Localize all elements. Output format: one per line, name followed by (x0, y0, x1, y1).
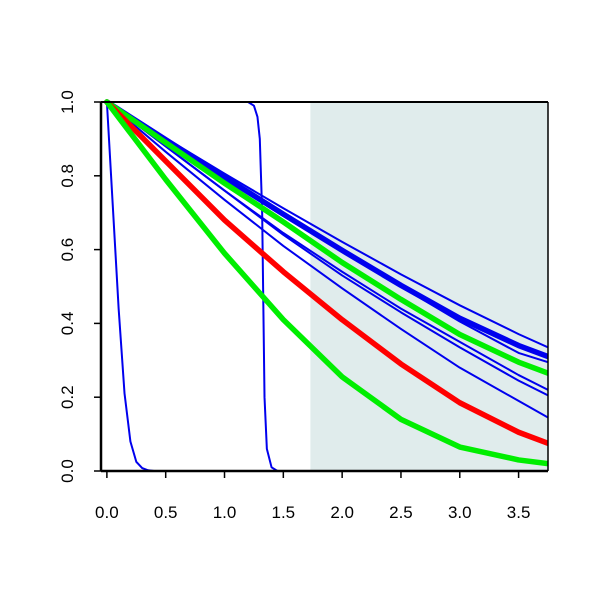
y-tick-label: 0.6 (58, 238, 77, 262)
series-layer (104, 99, 548, 472)
shaded-region-layer (310, 102, 548, 471)
y-tick-label: 0.0 (58, 459, 77, 483)
series-line-7 (105, 101, 548, 397)
y-tick-label: 0.8 (58, 164, 77, 188)
series-line-5 (104, 99, 548, 360)
series-line-11 (104, 99, 548, 467)
axis-layer: 0.0 0.5 1.0 1.5 2.0 2.5 3.0 3.5 0.0 0.2 0.4 0.6 0.8 1… (58, 90, 549, 522)
x-tick-label: 2.0 (330, 503, 354, 522)
series-line-10 (104, 99, 548, 447)
y-tick-label: 0.2 (58, 385, 77, 409)
series-line-9 (104, 99, 548, 376)
series-line-8 (105, 101, 548, 419)
x-tick-label: 3.0 (448, 503, 472, 522)
x-tick-label: 1.5 (272, 503, 296, 522)
x-tick-label: 1.0 (213, 503, 237, 522)
x-tick-label: 0.5 (154, 503, 178, 522)
x-tick-label: 3.5 (507, 503, 531, 522)
y-tick-label: 0.4 (58, 312, 77, 336)
y-tick-label: 1.0 (58, 90, 77, 114)
x-tick-label: 0.0 (95, 503, 119, 522)
series-line-2 (105, 101, 548, 472)
x-tick-label: 2.5 (389, 503, 413, 522)
shaded-region (310, 102, 548, 471)
